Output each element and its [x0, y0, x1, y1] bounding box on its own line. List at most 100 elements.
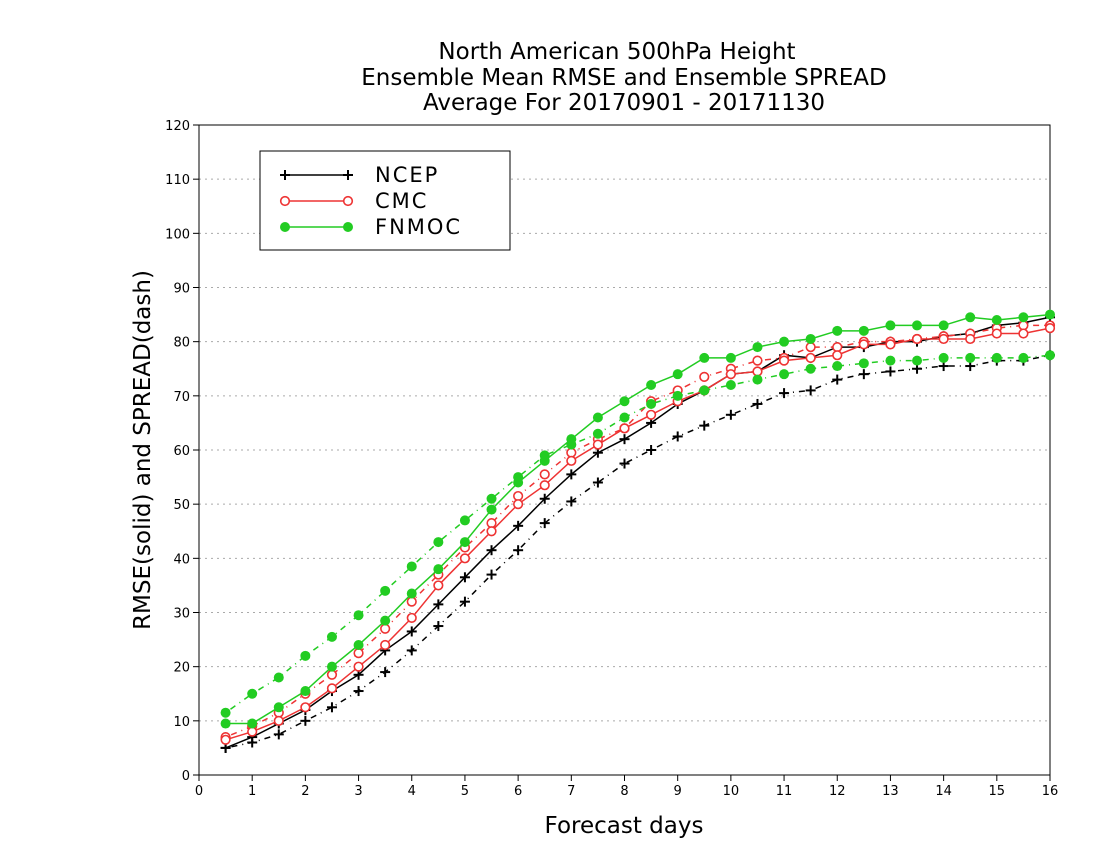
x-tick-label: 6: [514, 784, 522, 799]
cmc-rmse-point: [406, 612, 417, 624]
fnmoc-rmse-point: [326, 661, 337, 672]
cmc-spread-point: [326, 669, 338, 680]
ncep-spread-point: [300, 715, 311, 726]
fnmoc-spread-point: [938, 352, 949, 363]
fnmoc-rmse-point: [1045, 309, 1055, 320]
fnmoc-spread-point: [433, 537, 444, 548]
fnmoc-rmse-point: [938, 320, 949, 331]
fnmoc-spread-point: [752, 374, 763, 385]
x-tick-label: 4: [408, 784, 416, 799]
fnmoc-spread-point: [699, 385, 710, 396]
fnmoc-spread-point: [406, 561, 417, 572]
y-tick-label: 110: [165, 173, 190, 188]
cmc-rmse-point: [353, 661, 364, 672]
cmc-rmse-point: [433, 580, 444, 591]
fnmoc-rmse-point: [646, 380, 657, 390]
ncep-spread-point: [353, 686, 364, 697]
ncep-spread-point: [885, 366, 896, 377]
fnmoc-spread-point: [380, 585, 391, 596]
fnmoc-rmse-point: [912, 320, 923, 331]
cmc-spread-point: [699, 371, 710, 382]
cmc-rmse-point: [486, 526, 497, 537]
ncep-spread-point: [433, 621, 444, 632]
cmc-rmse-point: [778, 355, 790, 366]
y-tick-label: 20: [173, 661, 190, 676]
fnmoc-spread-point: [619, 412, 630, 423]
fnmoc-rmse-point: [779, 336, 790, 347]
ncep-spread-line: [225, 354, 1051, 749]
series-ncep: [220, 312, 1055, 753]
fnmoc-rmse-point: [965, 312, 976, 323]
cmc-rmse-point: [592, 439, 604, 450]
cmc-rmse-point: [619, 423, 630, 434]
ncep-rmse-point: [539, 493, 550, 504]
x-tick-label: 9: [674, 784, 682, 799]
fnmoc-rmse-point: [1018, 312, 1029, 323]
cmc-spread-point: [805, 341, 816, 353]
y-tick-label: 10: [173, 715, 190, 730]
x-tick-label: 15: [989, 784, 1006, 799]
ncep-spread-point: [779, 388, 790, 399]
fnmoc-spread-point: [832, 361, 843, 372]
ncep-rmse-point: [513, 520, 524, 531]
cmc-spread-point: [513, 490, 524, 502]
fnmoc-rmse-point: [513, 477, 524, 488]
legend-marker-ncep: [280, 170, 290, 180]
legend-marker-fnmoc: [280, 222, 290, 232]
title-line-1: North American 500hPa Height: [438, 39, 795, 65]
ncep-spread-point: [646, 445, 657, 455]
ncep-spread-point: [486, 569, 497, 580]
y-tick-label: 30: [173, 607, 190, 622]
series-cmc: [220, 320, 1056, 745]
fnmoc-rmse-point: [406, 588, 417, 599]
fnmoc-spread-point: [646, 398, 657, 409]
x-tick-label: 16: [1042, 784, 1059, 799]
y-tick-label: 70: [173, 390, 190, 405]
fnmoc-spread-point: [300, 650, 311, 661]
ncep-spread-point: [752, 398, 763, 409]
x-tick-label: 7: [567, 784, 575, 799]
x-tick-label: 3: [354, 784, 362, 799]
legend-marker-cmc: [342, 195, 354, 207]
cmc-rmse-point: [300, 702, 311, 713]
fnmoc-rmse-point: [380, 615, 391, 626]
cmc-rmse-point: [326, 683, 338, 694]
title-line-2: Ensemble Mean RMSE and Ensemble SPREAD: [361, 65, 886, 91]
series-group: [220, 309, 1056, 753]
fnmoc-rmse-point: [247, 718, 258, 729]
fnmoc-spread-point: [326, 631, 337, 642]
legend-marker-ncep: [343, 170, 353, 180]
fnmoc-spread-point: [965, 352, 976, 363]
fnmoc-spread-line: [225, 354, 1051, 714]
ncep-spread-point: [672, 431, 683, 442]
ncep-spread-point: [566, 496, 577, 507]
legend-marker-fnmoc: [343, 222, 353, 232]
cmc-rmse-point: [832, 350, 843, 361]
legend-item-ncep: NCEP: [280, 163, 439, 187]
cmc-rmse-point: [752, 366, 763, 377]
cmc-rmse-point: [911, 333, 923, 345]
ncep-spread-point: [619, 458, 630, 469]
cmc-spread-point: [353, 648, 364, 659]
cmc-spread-line: [225, 324, 1050, 738]
cmc-rmse-point: [566, 455, 577, 466]
fnmoc-rmse-point: [566, 434, 577, 445]
series-fnmoc: [220, 309, 1055, 729]
fnmoc-spread-point: [885, 355, 896, 366]
legend-label-ncep: NCEP: [375, 163, 439, 187]
x-tick-label: 11: [776, 784, 793, 799]
y-tick-label: 40: [173, 552, 190, 567]
fnmoc-spread-point: [912, 355, 923, 366]
fnmoc-spread-point: [725, 380, 736, 390]
ncep-rmse-line: [225, 316, 1051, 749]
ncep-spread-point: [273, 729, 284, 740]
fnmoc-rmse-point: [486, 504, 497, 515]
legend-item-cmc: CMC: [279, 189, 426, 213]
cmc-spread-point: [539, 469, 550, 480]
cmc-rmse-point: [539, 480, 550, 491]
fnmoc-rmse-point: [832, 325, 843, 336]
fnmoc-spread-point: [672, 390, 683, 401]
